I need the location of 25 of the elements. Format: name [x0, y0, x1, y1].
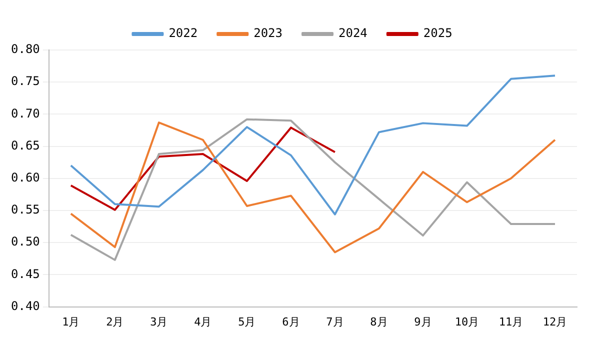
y-tick-label: 0.50 — [10, 234, 40, 249]
y-tick-label: 0.65 — [10, 138, 40, 152]
y-tick-label: 0.45 — [10, 266, 40, 281]
x-tick-label: 2月 — [106, 315, 124, 328]
y-tick-label: 0.80 — [10, 42, 40, 56]
x-tick-label: 10月 — [454, 315, 480, 328]
y-tick-label: 0.70 — [10, 106, 40, 120]
x-tick-label: 11月 — [498, 315, 524, 328]
legend-label: 2024 — [338, 26, 368, 40]
x-tick-label: 12月 — [542, 315, 568, 328]
x-tick-label: 4月 — [194, 315, 212, 328]
x-tick-label: 8月 — [370, 315, 388, 328]
legend-label: 2022 — [168, 26, 198, 40]
x-tick-label: 9月 — [414, 315, 432, 328]
y-tick-label: 0.75 — [10, 74, 40, 88]
legend-label: 2023 — [254, 26, 283, 40]
x-tick-label: 3月 — [150, 315, 168, 328]
y-tick-label: 0.40 — [10, 298, 40, 313]
y-tick-label: 0.55 — [10, 202, 40, 217]
x-tick-label: 1月 — [62, 315, 80, 328]
x-tick-label: 7月 — [326, 315, 344, 328]
y-tick-label: 0.60 — [10, 170, 40, 185]
legend-label: 2025 — [423, 26, 452, 40]
x-tick-label: 5月 — [238, 315, 256, 328]
x-tick-label: 6月 — [282, 315, 300, 328]
